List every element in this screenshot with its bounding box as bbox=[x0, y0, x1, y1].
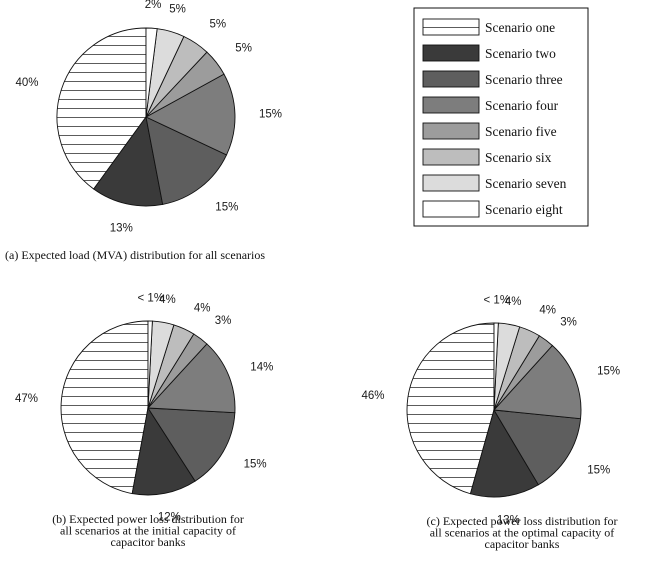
legend-entry: Scenario five bbox=[485, 124, 557, 139]
legend-entry: Scenario three bbox=[485, 72, 563, 87]
caption-line: all scenarios at the initial capacity of bbox=[60, 524, 236, 538]
legend-frame bbox=[413, 7, 589, 227]
slice-scenario-three bbox=[145, 116, 228, 205]
legend-swatch bbox=[422, 200, 480, 218]
slice-label: 13% bbox=[497, 515, 520, 527]
slice-scenario-four bbox=[493, 344, 582, 420]
slice-label: 15% bbox=[244, 458, 267, 470]
slice-label: 15% bbox=[215, 201, 238, 213]
slice-scenario-eight bbox=[493, 322, 499, 411]
slice-scenario-one bbox=[406, 322, 495, 495]
slice-label: 46% bbox=[361, 390, 384, 402]
legend-swatch bbox=[422, 174, 480, 192]
legend-entry: Scenario eight bbox=[485, 202, 563, 217]
chart-captions: (a) Expected load (MVA) distribution for… bbox=[5, 248, 617, 551]
slice-label: 4% bbox=[539, 304, 556, 316]
slice-label: 2% bbox=[145, 0, 162, 11]
legend: Scenario one Scenario two Scenario three Sc… bbox=[413, 7, 589, 227]
legend-swatch bbox=[422, 18, 480, 36]
slice-label: 40% bbox=[15, 77, 38, 89]
slice-scenario-eight bbox=[145, 27, 158, 118]
slice-label: 14% bbox=[250, 361, 273, 373]
caption-line: all scenarios at the optimal capacity of bbox=[430, 526, 615, 540]
legend-entry: Scenario six bbox=[485, 150, 552, 165]
slice-scenario-three bbox=[493, 409, 582, 486]
slice-label: < 1% bbox=[484, 295, 511, 307]
slice-scenario-eight bbox=[147, 320, 153, 409]
legend-entry: Scenario four bbox=[485, 98, 559, 113]
slice-label: 13% bbox=[110, 222, 133, 234]
slice-label: 3% bbox=[215, 315, 232, 327]
slice-label: 5% bbox=[235, 43, 252, 55]
caption-line: capacitor banks bbox=[485, 537, 560, 551]
slice-scenario-two bbox=[469, 408, 540, 498]
legend-swatch bbox=[422, 96, 480, 114]
legend-swatch bbox=[422, 148, 480, 166]
slice-label: 5% bbox=[169, 4, 186, 16]
slice-scenario-one bbox=[60, 320, 149, 495]
caption-b: (b) Expected power loss distribution for… bbox=[52, 512, 244, 549]
slice-label: 3% bbox=[560, 317, 577, 329]
slice-label: 15% bbox=[259, 108, 282, 120]
legend-swatch bbox=[422, 70, 480, 88]
slice-label: 4% bbox=[194, 303, 211, 315]
legend-swatch bbox=[422, 122, 480, 140]
pie-chart-a: 40% 13% 15% 15% 5% 5% 5% 2% bbox=[15, 0, 282, 234]
caption-a: (a) Expected load (MVA) distribution for… bbox=[5, 248, 265, 262]
pie-charts: 40%13%15%15%5%5%5%2%47%12%15%14%3%4%4%< … bbox=[15, 0, 620, 527]
caption-line: capacitor banks bbox=[111, 535, 186, 549]
pie-chart-b: 47%12%15%14%3%4%4%< 1% bbox=[15, 293, 273, 524]
caption-c: (c) Expected power loss distribution for… bbox=[427, 514, 618, 551]
slice-scenario-four bbox=[147, 343, 236, 414]
caption-line: (c) Expected power loss distribution for bbox=[427, 514, 618, 528]
slice-scenario-four bbox=[145, 73, 236, 156]
slice-label: 15% bbox=[587, 464, 610, 476]
slice-label: 4% bbox=[159, 294, 176, 306]
slice-label: 12% bbox=[158, 511, 181, 523]
slice-label: 47% bbox=[15, 393, 38, 405]
slice-label: 15% bbox=[597, 365, 620, 377]
slice-scenario-three bbox=[147, 407, 236, 482]
legend-swatch bbox=[422, 44, 480, 62]
legend-entry: Scenario seven bbox=[485, 176, 567, 191]
caption-line: (a) Expected load (MVA) distribution for… bbox=[5, 248, 265, 262]
legend-entry: Scenario one bbox=[485, 20, 555, 35]
slice-label: 4% bbox=[505, 296, 522, 308]
legend-entry: Scenario two bbox=[485, 46, 556, 61]
slice-scenario-two bbox=[131, 406, 196, 496]
slice-scenario-one bbox=[56, 27, 147, 190]
slice-label: < 1% bbox=[138, 293, 165, 305]
slice-scenario-two bbox=[93, 115, 164, 207]
slice-label: 5% bbox=[210, 19, 227, 31]
caption-line: (b) Expected power loss distribution for bbox=[52, 512, 244, 526]
pie-chart-c: 46%13%15%15%3%4%4%< 1% bbox=[361, 295, 620, 527]
